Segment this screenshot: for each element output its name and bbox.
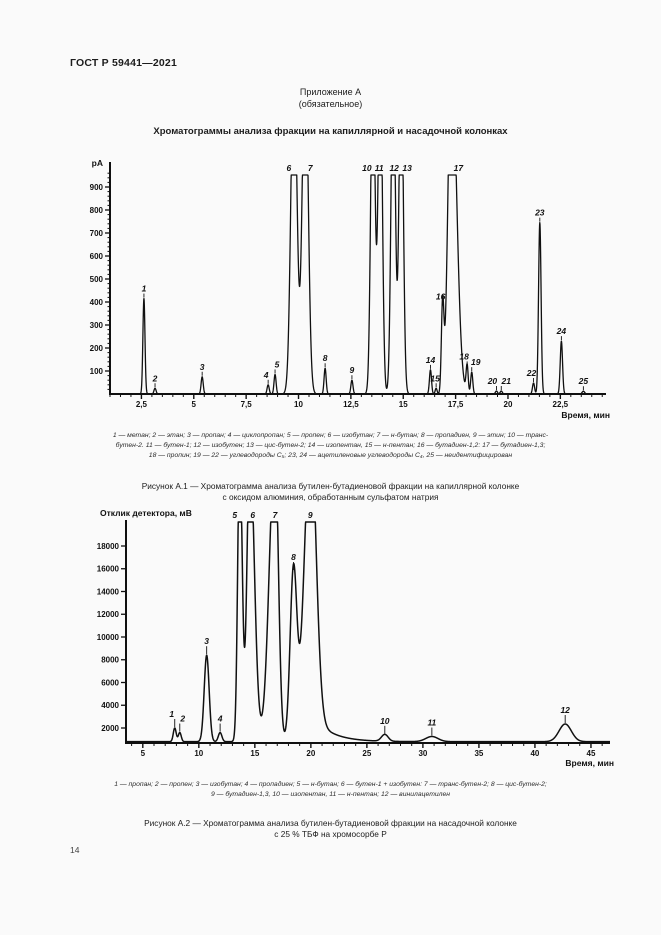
svg-text:8000: 8000 xyxy=(101,656,119,665)
figure-a2-caption: Рисунок А.2 — Хроматограмма анализа бути… xyxy=(0,818,661,840)
appendix-title: Приложение А xyxy=(299,87,362,97)
caption-line: с оксидом алюминия, обработанным сульфат… xyxy=(222,492,439,502)
svg-text:8: 8 xyxy=(323,353,328,363)
svg-text:2: 2 xyxy=(152,373,158,383)
svg-text:24: 24 xyxy=(556,326,567,336)
section-title: Хроматограммы анализа фракции на капилля… xyxy=(153,126,508,137)
svg-text:5: 5 xyxy=(232,510,237,520)
svg-text:2,5: 2,5 xyxy=(136,400,148,409)
svg-text:40: 40 xyxy=(530,749,539,758)
legend-line: 1 — метан; 2 — этан; 3 — пропан; 4 — цик… xyxy=(112,432,549,439)
svg-text:25: 25 xyxy=(362,749,371,758)
figure-a1-legend: 1 — метан; 2 — этан; 3 — пропан; 4 — цик… xyxy=(0,431,661,461)
svg-text:17,5: 17,5 xyxy=(448,400,464,409)
svg-text:600: 600 xyxy=(90,252,104,261)
svg-text:10: 10 xyxy=(362,163,372,173)
svg-text:11: 11 xyxy=(375,163,384,173)
legend-line: 9 — бутадиен-1,3, 10 — изопентан, 11 — н… xyxy=(210,791,450,798)
svg-text:16000: 16000 xyxy=(97,565,120,574)
svg-text:13: 13 xyxy=(402,163,412,173)
svg-text:10000: 10000 xyxy=(97,633,120,642)
svg-text:22: 22 xyxy=(526,368,537,378)
figure-a2-legend: 1 — пропан; 2 — пропен; 3 — изобутан; 4 … xyxy=(0,780,661,800)
svg-text:300: 300 xyxy=(90,321,104,330)
svg-text:6: 6 xyxy=(287,163,292,173)
svg-text:3: 3 xyxy=(204,636,209,646)
svg-text:4: 4 xyxy=(217,714,223,724)
svg-text:Отклик детектора, мВ: Отклик детектора, мВ xyxy=(100,508,192,518)
svg-text:pA: pA xyxy=(92,158,103,168)
svg-text:Время, мин: Время, мин xyxy=(561,410,610,420)
svg-text:800: 800 xyxy=(90,206,104,215)
legend-line: 18 — пропин; 19 — 22 — углеводороды С₅; … xyxy=(148,452,513,459)
appendix-note: (обязательное) xyxy=(298,99,363,109)
svg-text:6000: 6000 xyxy=(101,678,119,687)
svg-text:45: 45 xyxy=(587,749,596,758)
svg-text:10: 10 xyxy=(294,400,303,409)
svg-text:900: 900 xyxy=(90,183,104,192)
svg-text:20: 20 xyxy=(487,376,498,386)
legend-line: 1 — пропан; 2 — пропен; 3 — изобутан; 4 … xyxy=(114,781,547,788)
svg-text:10: 10 xyxy=(194,749,203,758)
svg-text:20: 20 xyxy=(306,749,315,758)
chromatogram-a2-plot: 2000 4000 6000 8000 10000 12000 14000 16000 1800… xyxy=(97,508,614,768)
svg-text:5: 5 xyxy=(275,359,280,369)
svg-text:1: 1 xyxy=(169,709,174,719)
svg-text:1: 1 xyxy=(142,284,147,294)
page-number: 14 xyxy=(70,845,80,855)
svg-text:22,5: 22,5 xyxy=(553,400,569,409)
svg-text:4000: 4000 xyxy=(101,701,119,710)
standard-reference: ГОСТ Р 59441—2021 xyxy=(70,57,178,69)
chromatogram-a1-plot: 100 200 300 400 500 600 700 800 900 2,5 5 7,5 10 12,5… xyxy=(90,158,610,420)
svg-text:14: 14 xyxy=(426,355,436,365)
svg-text:12000: 12000 xyxy=(97,610,120,619)
svg-text:18000: 18000 xyxy=(97,542,120,551)
svg-text:500: 500 xyxy=(90,275,104,284)
svg-text:25: 25 xyxy=(578,376,589,386)
figure-a1-caption: Рисунок А.1 — Хроматограмма анализа бути… xyxy=(0,481,661,503)
svg-text:19: 19 xyxy=(471,357,481,367)
svg-text:10: 10 xyxy=(380,716,390,726)
svg-text:Время, мин: Время, мин xyxy=(565,758,614,768)
svg-text:14000: 14000 xyxy=(97,587,120,596)
svg-text:12,5: 12,5 xyxy=(343,400,359,409)
svg-text:5: 5 xyxy=(192,400,197,409)
svg-text:2: 2 xyxy=(179,714,185,724)
svg-text:30: 30 xyxy=(418,749,427,758)
svg-text:200: 200 xyxy=(90,344,104,353)
svg-text:21: 21 xyxy=(501,376,512,386)
caption-line: Рисунок А.2 — Хроматограмма анализа бути… xyxy=(144,818,517,828)
svg-text:2000: 2000 xyxy=(101,724,119,733)
svg-text:18: 18 xyxy=(459,351,469,361)
svg-text:4: 4 xyxy=(263,370,269,380)
svg-text:7: 7 xyxy=(273,510,279,520)
svg-text:23: 23 xyxy=(534,208,545,218)
legend-line: бутен-2. 11 — бутен-1; 12 — изобутен; 13… xyxy=(115,442,546,449)
svg-text:35: 35 xyxy=(474,749,483,758)
svg-text:15: 15 xyxy=(399,400,408,409)
svg-text:17: 17 xyxy=(454,163,465,173)
svg-text:15: 15 xyxy=(250,749,259,758)
svg-text:15: 15 xyxy=(430,373,440,383)
svg-text:7: 7 xyxy=(308,163,314,173)
svg-text:100: 100 xyxy=(90,367,104,376)
svg-text:12: 12 xyxy=(389,163,399,173)
svg-text:16: 16 xyxy=(436,292,446,302)
svg-text:11: 11 xyxy=(427,718,436,728)
caption-line: с 25 % ТБФ на хромосорбе Р xyxy=(274,829,387,839)
svg-text:8: 8 xyxy=(291,552,296,562)
svg-text:7,5: 7,5 xyxy=(241,400,253,409)
svg-text:20: 20 xyxy=(504,400,513,409)
caption-line: Рисунок А.1 — Хроматограмма анализа бути… xyxy=(141,481,520,491)
svg-text:6: 6 xyxy=(250,510,255,520)
svg-text:5: 5 xyxy=(141,749,146,758)
svg-text:9: 9 xyxy=(308,510,313,520)
svg-text:9: 9 xyxy=(350,365,355,375)
svg-text:12: 12 xyxy=(560,705,570,715)
svg-text:3: 3 xyxy=(200,362,205,372)
svg-text:400: 400 xyxy=(90,298,104,307)
svg-text:700: 700 xyxy=(90,229,104,238)
